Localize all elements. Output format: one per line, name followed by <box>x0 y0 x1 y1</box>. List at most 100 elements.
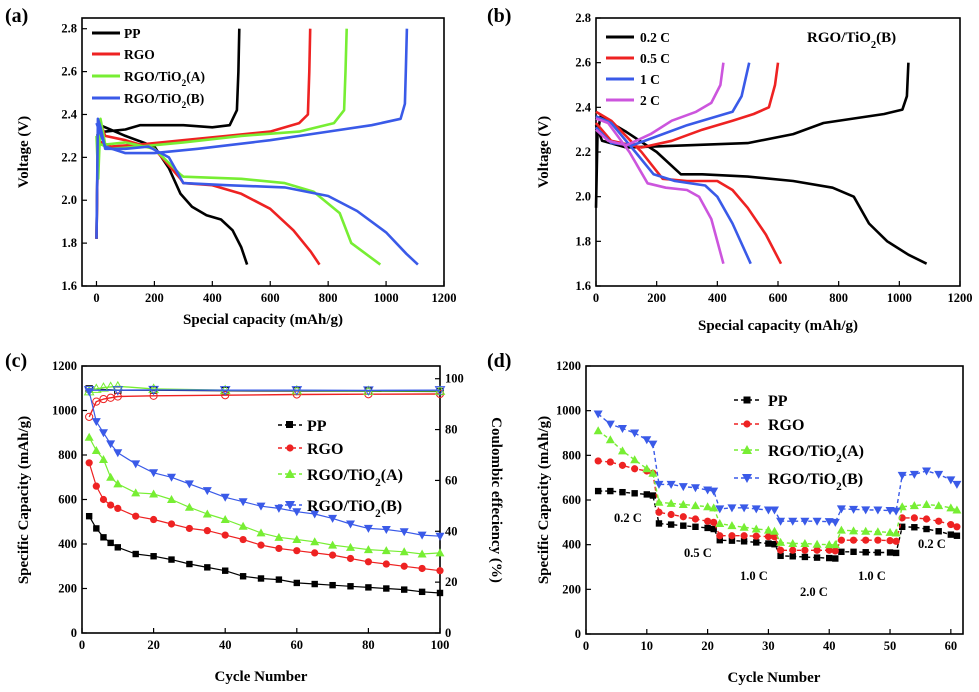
capacity-point <box>293 579 300 587</box>
data-point <box>862 549 869 556</box>
data-point <box>654 497 664 506</box>
x-tick-label: 50 <box>884 639 897 653</box>
series-line-rgo-tio-b <box>95 28 409 155</box>
x-tick-label: 20 <box>147 638 160 652</box>
capacity-point <box>347 583 354 590</box>
data-point <box>800 539 810 548</box>
data-point <box>909 501 919 510</box>
data-point <box>617 425 627 434</box>
capacity-point <box>311 580 318 588</box>
data-point <box>777 552 784 560</box>
capacity-point <box>114 544 121 551</box>
data-point <box>751 505 761 514</box>
y-tick-label: 2.8 <box>61 22 77 36</box>
y-axis-title: Specific Capacity (mAh/g) <box>536 416 552 584</box>
data-point <box>709 503 719 512</box>
rate-label: 0.2 C <box>918 537 946 551</box>
data-point <box>704 517 712 525</box>
legend-label-rgo-tio2-b: RGO/TiO2(B) <box>124 91 204 111</box>
data-point <box>911 524 918 531</box>
capacity-point <box>107 501 115 509</box>
data-point <box>667 521 675 528</box>
data-point <box>763 525 773 534</box>
capacity-point <box>167 473 176 482</box>
capacity-point <box>149 469 159 478</box>
data-point <box>947 520 955 529</box>
y-tick-label: 200 <box>58 582 77 596</box>
y-tick-label: 2.0 <box>575 190 591 204</box>
y-tick-label: 2.8 <box>575 11 591 25</box>
data-point <box>874 549 882 556</box>
data-point <box>897 471 907 480</box>
panel-b: (b) 0 200 400 600 800 1000 1200 1.6 1.8 2.0 2.2 2.4… <box>487 5 973 334</box>
capacity-point <box>220 493 230 502</box>
data-point <box>891 507 901 516</box>
data-point <box>886 549 894 556</box>
data-point <box>910 514 918 522</box>
capacity-point <box>106 440 116 449</box>
data-point <box>850 548 857 556</box>
series-rgo-tio-b <box>593 410 962 527</box>
x-tick-label: 100 <box>431 638 450 652</box>
data-point <box>922 499 932 508</box>
panel-c: (c) 0 20 40 60 80 100020040060080010001200020… <box>5 350 504 685</box>
data-point <box>770 533 779 541</box>
capacity-point <box>185 524 193 533</box>
data-point <box>830 540 840 549</box>
data-point <box>812 539 822 548</box>
data-point <box>763 506 773 515</box>
capacity-point <box>167 495 176 503</box>
capacity-point <box>238 521 248 530</box>
y-tick-label: 200 <box>562 582 581 596</box>
legend-label-rgo-tio2-b: RGO/TiO2(B) <box>307 498 402 520</box>
efficiency-point <box>112 386 124 396</box>
data-point <box>605 435 615 444</box>
series-line-0-5-c <box>595 110 783 265</box>
capacity-point <box>435 532 445 541</box>
data-point <box>849 536 858 544</box>
data-point <box>648 440 658 449</box>
panel-label: (a) <box>5 5 28 27</box>
data-point <box>935 517 943 525</box>
x-tick-label: 40 <box>219 638 232 652</box>
data-point <box>655 508 663 516</box>
efficiency-point <box>98 382 109 392</box>
data-point <box>770 506 779 515</box>
y-right-tick-label: 40 <box>445 524 458 538</box>
y-right-tick-label: 100 <box>445 372 464 386</box>
series-0-5-c <box>595 62 783 265</box>
data-point <box>631 490 638 497</box>
y-tick-label: 1000 <box>556 404 581 418</box>
series-line-rgo <box>95 28 312 148</box>
capacity-point <box>85 512 93 520</box>
capacity-point <box>436 567 444 575</box>
data-point <box>618 461 627 469</box>
capacity-point <box>150 553 157 560</box>
data-point <box>703 502 713 511</box>
y-tick-label: 1200 <box>52 359 77 373</box>
capacity-point <box>131 460 141 469</box>
capacity-point <box>274 504 284 513</box>
legend-label-2c: 2 C <box>640 93 660 108</box>
data-point <box>770 526 779 535</box>
x-tick-label: 0 <box>583 639 589 653</box>
series-group <box>83 380 446 597</box>
data-point <box>922 467 932 476</box>
capacity-point <box>99 495 108 504</box>
data-point <box>831 547 839 555</box>
data-point <box>923 525 930 533</box>
capacity-point <box>222 567 229 574</box>
legend-marker-rgo-tio2-a <box>742 445 752 454</box>
capacity-point <box>400 562 408 570</box>
data-point <box>771 541 778 548</box>
y-axis-right-title: Coulombic effeciency (%) <box>488 417 504 583</box>
series-line-rgo-tio-a <box>95 117 382 266</box>
data-point <box>593 410 603 419</box>
capacity-point <box>149 489 159 498</box>
data-point <box>764 533 773 541</box>
series-rgo-tio-a <box>593 426 962 549</box>
data-point <box>886 537 894 545</box>
capacity-point <box>275 544 283 553</box>
